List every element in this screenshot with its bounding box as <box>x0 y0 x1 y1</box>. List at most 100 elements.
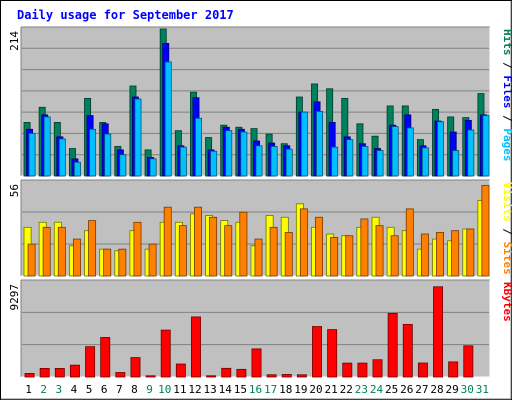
bar-sites-day-15 <box>239 211 248 277</box>
bar-sites-day-25 <box>390 235 399 277</box>
bar-pages-day-2 <box>43 116 51 177</box>
legend-entry: Pages <box>501 128 512 161</box>
bar-sites-day-31 <box>481 184 490 277</box>
x-tick-label-day-9: 9 <box>146 383 153 396</box>
x-tick-label-day-13: 13 <box>203 383 216 396</box>
x-tick-label-day-25: 25 <box>385 383 398 396</box>
x-tick-label-day-12: 12 <box>188 383 201 396</box>
bar-pages-day-11 <box>179 146 187 177</box>
x-tick-label-day-3: 3 <box>56 383 63 396</box>
bar-pages-day-19 <box>300 111 308 177</box>
bar-pages-day-25 <box>391 126 399 177</box>
chart-title: Daily usage for September 2017 <box>17 8 234 22</box>
x-tick-label-day-22: 22 <box>340 383 353 396</box>
bar-kbytes-day-19 <box>296 374 307 378</box>
bar-sites-day-6 <box>103 248 112 277</box>
bar-kbytes-day-20 <box>312 326 322 378</box>
bar-pages-day-28 <box>437 121 445 177</box>
x-tick-label-day-30: 30 <box>461 383 474 396</box>
bar-pages-day-20 <box>316 111 323 177</box>
bar-sites-day-22 <box>345 235 354 277</box>
bar-pages-day-13 <box>210 150 218 177</box>
bar-sites-day-14 <box>224 225 233 277</box>
bar-kbytes-day-17 <box>266 374 277 378</box>
bar-sites-day-12 <box>194 206 202 277</box>
bar-pages-day-27 <box>421 147 429 177</box>
x-tick-label-day-2: 2 <box>40 383 47 396</box>
x-tick-label-day-1: 1 <box>25 383 32 396</box>
bar-kbytes-day-15 <box>236 368 247 378</box>
bar-sites-day-2 <box>42 226 51 277</box>
bar-sites-day-8 <box>133 221 142 277</box>
x-tick-label-day-21: 21 <box>325 383 338 396</box>
bar-pages-day-3 <box>58 138 66 177</box>
bar-pages-day-22 <box>346 139 354 177</box>
legend-entry: Visits <box>501 182 512 222</box>
bar-kbytes-day-8 <box>130 357 141 378</box>
bar-pages-day-9 <box>149 158 157 177</box>
panel-hits-files-pages-ymax-label: 214 <box>8 31 21 51</box>
bar-kbytes-day-18 <box>281 374 292 378</box>
bar-kbytes-day-25 <box>387 312 398 378</box>
bar-sites-day-9 <box>148 243 157 277</box>
bar-sites-day-29 <box>451 230 460 277</box>
bar-kbytes-day-30 <box>463 345 474 378</box>
bar-pages-day-4 <box>73 161 81 177</box>
bar-kbytes-day-14 <box>221 367 232 378</box>
x-tick-label-day-20: 20 <box>309 383 322 396</box>
x-tick-label-day-17: 17 <box>264 383 277 396</box>
bar-kbytes-day-23 <box>357 362 368 378</box>
bar-pages-day-5 <box>89 128 97 177</box>
legend-entry: / <box>501 56 512 76</box>
bar-sites-day-16 <box>254 238 263 277</box>
bar-pages-day-18 <box>285 148 293 177</box>
bar-pages-day-8 <box>134 98 142 177</box>
bar-pages-day-1 <box>28 133 36 177</box>
bar-sites-day-10 <box>163 206 172 277</box>
bar-sites-day-13 <box>209 216 218 277</box>
bar-kbytes-day-12 <box>191 316 201 378</box>
bar-pages-day-6 <box>104 133 112 177</box>
bar-pages-day-7 <box>119 154 127 177</box>
bar-kbytes-day-28 <box>433 286 444 378</box>
bar-pages-day-24 <box>376 150 384 177</box>
x-tick-label-day-7: 7 <box>116 383 123 396</box>
bar-sites-day-3 <box>57 226 66 277</box>
bar-sites-day-4 <box>72 238 81 277</box>
x-tick-label-day-27: 27 <box>415 383 428 396</box>
x-tick-label-day-11: 11 <box>173 383 186 396</box>
bar-kbytes-day-13 <box>206 375 217 378</box>
x-tick-label-day-6: 6 <box>101 383 108 396</box>
panel-kbytes-legend: KBytes <box>501 282 512 322</box>
bar-pages-day-14 <box>225 130 233 177</box>
bar-sites-day-7 <box>118 248 127 277</box>
bar-sites-day-28 <box>436 231 445 277</box>
bar-kbytes-day-29 <box>448 361 459 378</box>
x-tick-label-day-4: 4 <box>71 383 78 396</box>
bar-kbytes-day-5 <box>85 346 96 378</box>
bar-sites-day-17 <box>269 226 278 277</box>
x-tick-label-day-29: 29 <box>446 383 459 396</box>
legend-entry: Files <box>501 75 512 108</box>
bar-kbytes-day-3 <box>54 368 65 378</box>
legend-entry: Sites <box>501 242 512 275</box>
x-tick-label-day-26: 26 <box>400 383 413 396</box>
bar-sites-day-23 <box>360 218 369 277</box>
bar-kbytes-day-1 <box>24 373 35 378</box>
x-tick-label-day-14: 14 <box>219 383 233 396</box>
bar-kbytes-day-16 <box>251 348 262 378</box>
bar-kbytes-day-27 <box>417 362 428 378</box>
bar-sites-day-20 <box>315 216 323 277</box>
bar-kbytes-day-21 <box>327 329 338 378</box>
bar-sites-day-19 <box>299 208 308 277</box>
bar-pages-day-29 <box>452 150 460 177</box>
bar-kbytes-day-6 <box>100 337 111 378</box>
bar-kbytes-day-24 <box>372 359 383 378</box>
bar-sites-day-27 <box>420 233 429 277</box>
bar-pages-day-31 <box>482 115 490 177</box>
x-tick-label-day-15: 15 <box>234 383 247 396</box>
bar-sites-day-5 <box>88 220 97 277</box>
bar-pages-day-10 <box>164 61 172 177</box>
